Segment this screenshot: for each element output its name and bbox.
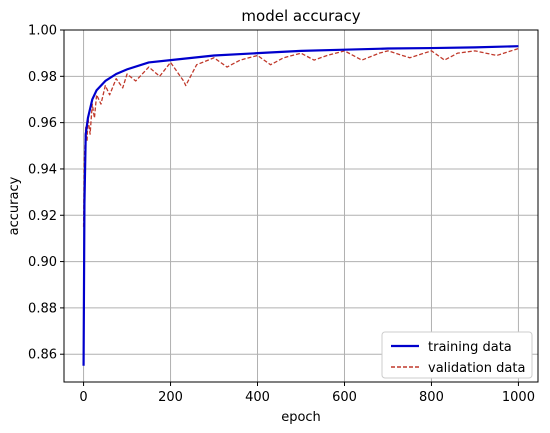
y-tick-label: 0.92 bbox=[28, 209, 57, 224]
x-tick-label: 400 bbox=[245, 390, 270, 405]
series-line-training bbox=[82, 45, 519, 366]
x-tick-label: 0 bbox=[79, 390, 87, 405]
legend-label-validation: validation data bbox=[428, 361, 525, 376]
x-tick-label: 200 bbox=[158, 390, 183, 405]
y-tick-label: 0.88 bbox=[28, 301, 57, 316]
y-tick-label: 0.98 bbox=[28, 70, 57, 85]
x-tick-label: 1000 bbox=[502, 390, 535, 405]
x-tick-label: 800 bbox=[419, 390, 444, 405]
tick-layer: 0 200 400 600 800 1000 0.86 0.88 0.90 0.92 0.94 0.9… bbox=[28, 24, 535, 406]
legend-box bbox=[381, 331, 533, 379]
series-line-validation bbox=[82, 47, 519, 227]
y-tick-label: 0.86 bbox=[28, 348, 57, 363]
chart-title: model accuracy bbox=[241, 7, 360, 25]
series-layer bbox=[82, 45, 519, 366]
gridlines bbox=[64, 29, 538, 382]
y-axis-title: accuracy bbox=[7, 176, 22, 235]
x-tick-label: 600 bbox=[332, 390, 357, 405]
x-axis-title: epoch bbox=[281, 410, 321, 425]
y-tick-label: 0.96 bbox=[28, 116, 57, 131]
y-tick-label: 0.90 bbox=[28, 255, 57, 270]
y-tick-label: 1.00 bbox=[28, 24, 57, 39]
y-tick-label: 0.94 bbox=[28, 162, 57, 177]
plot-area-frame bbox=[63, 29, 539, 383]
legend: training data validation data bbox=[381, 331, 533, 379]
legend-label-training: training data bbox=[428, 340, 512, 355]
